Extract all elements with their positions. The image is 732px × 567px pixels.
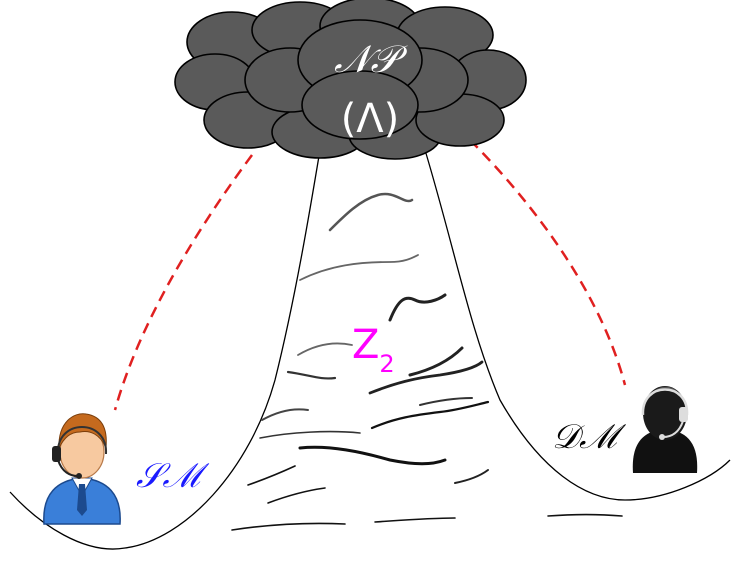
- stroke: [267, 487, 326, 504]
- agent-mic-tip: [76, 473, 82, 479]
- stroke: [297, 342, 353, 356]
- stroke: [231, 522, 346, 531]
- support-agent-icon: [43, 413, 121, 525]
- dark-agent-earpiece: [679, 407, 688, 422]
- stroke: [370, 400, 490, 430]
- z2-main: Z: [352, 322, 379, 368]
- stroke: [328, 192, 414, 232]
- dark-agent-mic-tip: [659, 434, 665, 440]
- stroke: [374, 517, 456, 523]
- dark-agent-body: [632, 429, 698, 473]
- stroke: [454, 469, 489, 484]
- landscape: [9, 149, 731, 550]
- dark-agent-mic: [662, 420, 684, 438]
- stroke: [247, 465, 296, 486]
- dark-agent-head: [643, 386, 687, 440]
- valley-strokes: [231, 192, 623, 531]
- left-basin-curve: [9, 149, 321, 550]
- cloud-puff: [301, 70, 419, 140]
- stroke: [298, 445, 447, 466]
- dm-label: 𝒟ℳ: [552, 417, 626, 457]
- agent-mic: [57, 459, 79, 477]
- np-cloud: [174, 0, 527, 160]
- stroke: [547, 513, 623, 517]
- connectors: [113, 139, 627, 411]
- stroke: [408, 346, 464, 377]
- stroke: [259, 430, 361, 439]
- agent-headset-band: [56, 426, 108, 455]
- stroke: [286, 370, 337, 380]
- z2-label: Z2: [352, 322, 395, 378]
- stroke: [388, 293, 447, 322]
- agent-earpiece: [52, 446, 61, 462]
- np-label: 𝒩𝒫: [334, 37, 408, 81]
- right-basin-curve: [424, 149, 731, 501]
- right-connector: [469, 139, 627, 386]
- stroke: [368, 360, 484, 395]
- dark-agent-icon: [632, 386, 698, 473]
- agent-tie: [77, 484, 87, 516]
- stroke: [299, 254, 419, 281]
- z2-subscript: 2: [379, 350, 394, 378]
- stroke: [261, 408, 309, 421]
- dark-agent-headset-band: [641, 388, 689, 416]
- stroke: [419, 397, 473, 406]
- left-connector: [113, 154, 254, 411]
- lambda-label: (Λ): [341, 96, 400, 142]
- sm-label: 𝒮ℳ: [136, 456, 209, 496]
